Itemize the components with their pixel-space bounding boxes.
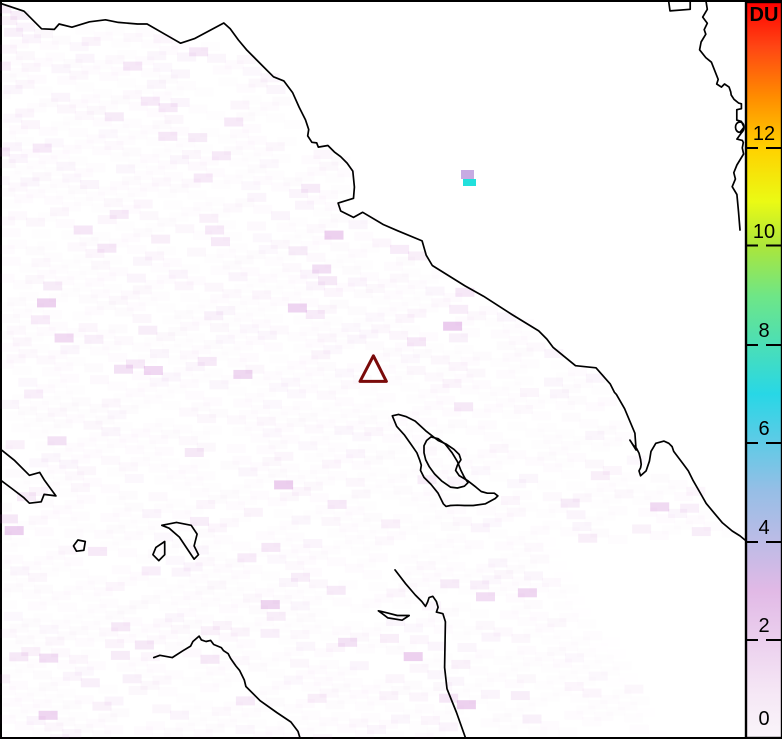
svg-text:2: 2 — [758, 615, 769, 637]
svg-text:DU: DU — [750, 4, 779, 26]
svg-text:10: 10 — [753, 221, 775, 243]
svg-text:8: 8 — [758, 320, 769, 342]
svg-text:12: 12 — [753, 123, 775, 145]
svg-text:6: 6 — [758, 418, 769, 440]
svg-text:4: 4 — [758, 517, 769, 539]
svg-text:0: 0 — [758, 708, 769, 730]
